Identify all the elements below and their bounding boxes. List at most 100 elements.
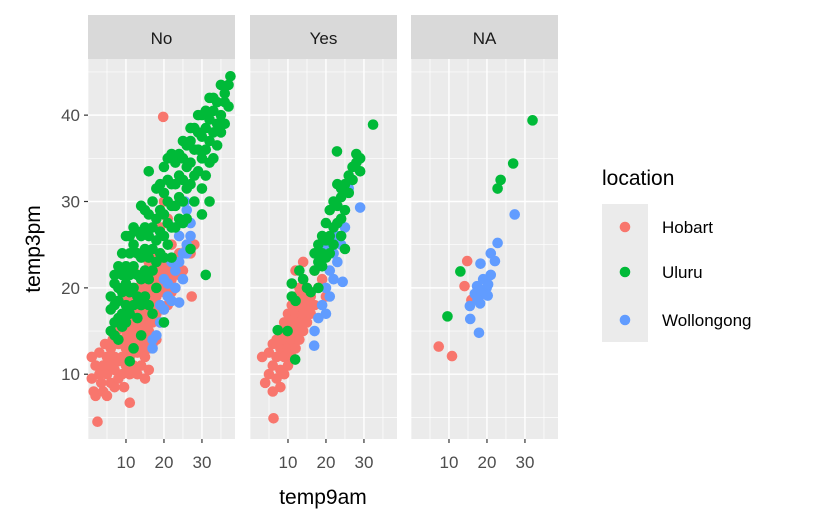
y-tick-label: 20 — [61, 279, 80, 298]
data-point — [301, 299, 313, 311]
data-point — [124, 368, 136, 380]
data-point — [139, 265, 151, 276]
data-point — [332, 178, 343, 190]
data-point — [324, 230, 336, 242]
data-point — [135, 230, 147, 242]
legend-label: Wollongong — [662, 311, 751, 330]
data-point — [320, 282, 332, 294]
data-point — [320, 308, 332, 320]
data-point — [189, 196, 200, 207]
data-point — [124, 334, 136, 345]
data-point — [290, 343, 301, 354]
legend: location Hobart Uluru Wollongong — [602, 167, 751, 342]
data-point — [282, 343, 294, 354]
data-point — [200, 269, 212, 281]
data-point — [94, 368, 105, 380]
data-point — [337, 276, 348, 288]
strip-label: Yes — [310, 29, 338, 48]
data-point — [166, 148, 177, 160]
data-point — [151, 330, 162, 341]
x-tick-label: 30 — [192, 453, 211, 472]
data-point — [459, 280, 470, 292]
panel-No: No 10 20 30 — [86, 15, 236, 472]
data-point — [278, 334, 290, 345]
panel-background — [411, 59, 558, 439]
x-tick-label: 30 — [354, 453, 373, 472]
data-point — [290, 325, 301, 337]
data-point — [215, 109, 227, 121]
data-point — [162, 239, 174, 250]
data-point — [309, 248, 320, 259]
data-point — [495, 174, 506, 186]
data-point — [135, 252, 147, 263]
data-point — [124, 269, 136, 281]
data-point — [185, 135, 196, 147]
data-point — [286, 317, 298, 328]
data-point — [200, 105, 212, 117]
data-point — [186, 291, 197, 302]
data-point — [324, 248, 336, 259]
data-point — [208, 153, 219, 164]
data-point — [139, 373, 151, 384]
data-point — [211, 140, 223, 151]
data-point — [223, 101, 234, 112]
y-tick-label: 40 — [61, 106, 80, 125]
data-point — [170, 265, 181, 276]
series-Uluru — [272, 119, 379, 365]
data-point — [275, 343, 286, 354]
data-point — [354, 202, 366, 213]
y-tick-label: 30 — [61, 193, 80, 212]
data-point — [215, 79, 227, 91]
data-point — [113, 260, 124, 272]
data-point — [185, 178, 196, 190]
data-point — [316, 299, 328, 311]
data-point — [170, 282, 181, 294]
series-Uluru — [105, 70, 236, 367]
data-point — [367, 119, 379, 130]
data-point — [135, 273, 147, 285]
data-point — [294, 265, 305, 276]
series-Wollongong — [464, 209, 520, 339]
data-point — [335, 213, 347, 225]
data-point — [475, 258, 486, 269]
data-point — [282, 360, 294, 371]
data-point — [328, 239, 339, 250]
strip-label: No — [151, 29, 173, 48]
data-point — [101, 351, 113, 363]
data-point — [147, 343, 158, 354]
data-point — [118, 381, 130, 393]
data-point — [278, 351, 290, 363]
data-point — [116, 286, 128, 298]
data-point — [219, 118, 231, 130]
series-Uluru — [442, 115, 538, 322]
data-point — [290, 295, 301, 307]
legend-title: location — [602, 167, 674, 190]
data-point — [332, 256, 343, 268]
data-point — [177, 273, 189, 285]
strip — [88, 15, 235, 59]
y-tick-label: 10 — [61, 365, 80, 384]
data-point — [128, 260, 139, 272]
data-point — [147, 196, 158, 207]
data-point — [185, 230, 196, 242]
data-point — [282, 325, 293, 337]
data-point — [173, 297, 185, 308]
data-point — [286, 334, 298, 345]
data-point — [297, 256, 309, 268]
data-point — [177, 265, 189, 276]
data-point — [181, 204, 193, 216]
x-axis-title: temp9am — [279, 486, 367, 509]
data-point — [223, 79, 234, 91]
data-point — [135, 299, 147, 311]
legend-label: Hobart — [662, 218, 713, 237]
data-point — [313, 282, 324, 294]
data-point — [132, 312, 143, 324]
data-point — [507, 158, 519, 169]
data-point — [215, 127, 227, 138]
data-point — [154, 299, 166, 311]
data-point — [139, 243, 151, 255]
data-point — [472, 294, 483, 306]
data-point — [101, 390, 113, 402]
data-point — [331, 146, 343, 157]
